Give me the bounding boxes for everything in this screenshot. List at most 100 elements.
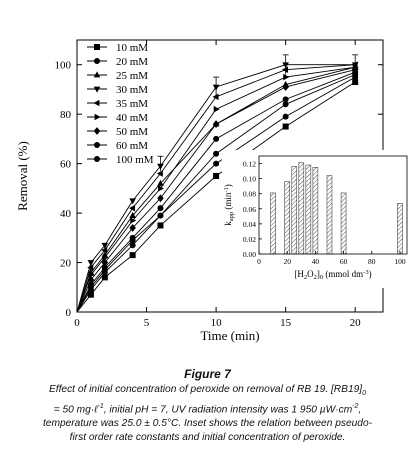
main-y-axis-label: Removal (%) [15,141,30,211]
legend-entry: 20 mM [87,56,148,68]
data-point [102,254,109,261]
inset-x-tick-label: 80 [368,257,376,266]
inset-bar [284,181,290,255]
data-point [157,222,164,229]
series-line [76,74,356,313]
caption-line-1-sub: 0 [362,390,367,398]
legend-label: 60 mM [116,140,148,152]
figure-caption-title: Figure 7 [184,367,231,381]
data-point [129,242,136,249]
legend-marker [93,86,101,93]
legend-marker [94,44,100,50]
series-10-mm [76,79,359,313]
inset-y-ticks: 0.00 0.02 0.04 0.06 0.08 0.10 0.12 [243,160,262,259]
legend-label: 35 mM [116,98,148,110]
inset-x-tick-label: 0 [257,257,261,266]
caption-line-2b: , initial pH = 7, UV radiation intensity… [103,404,353,416]
inset-x-tick-label: 20 [283,257,291,266]
legend-marker [94,113,101,121]
legend-entry: 25 mM [87,70,148,82]
data-point [88,271,95,279]
data-point [101,242,109,249]
series-line [76,66,356,313]
inset-bar [397,203,403,255]
inset-bar [312,167,319,255]
main-x-tick-label: 0 [74,317,80,329]
caption-line-4: first order rate constants and initial c… [69,431,346,443]
series-line [76,69,356,313]
figure-caption-body: Effect of initial concentration of perox… [6,383,409,444]
legend-entry: 30 mM [87,84,148,96]
data-point [213,150,220,157]
legend-entry: 35 mM [87,98,148,110]
inset-bar [298,162,305,255]
inset-x-ticks: 0 20 40 60 80 100 [257,251,406,266]
caption-line-2b-sup: -2 [352,403,359,411]
main-y-tick-label: 80 [60,109,72,121]
caption-line-2c: , [358,404,362,416]
legend-label: 30 mM [116,84,148,96]
data-point [101,246,108,254]
caption-line-3: temperature was 25.0 ± 0.5°C. Inset show… [42,418,373,430]
data-point [282,123,289,130]
inset-y-tick-label: 0.06 [243,205,256,214]
caption-line-2-sup: -1 [97,403,104,411]
legend-label: 10 mM [116,42,148,54]
legend-entry: 40 mM [87,112,148,124]
inset-bar [305,164,312,255]
inset-x-tick-label: 40 [312,257,320,266]
legend-marker [94,58,100,64]
inset-y-tick-label: 0.12 [243,160,256,169]
data-point [212,120,220,128]
figure-7-chart: 0 20 40 60 80 100 0 5 10 15 20 10 mM 20 mM 25 mM 30 … [15,39,412,343]
legend-marker [93,127,101,135]
data-point [283,73,290,81]
data-point [158,185,165,192]
inset-y-tick-label: 0.02 [243,235,256,244]
main-series-group [76,54,359,313]
data-point [156,170,163,177]
main-x-tick-label: 20 [350,317,362,329]
removal-vs-time-plot: 0 20 40 60 80 100 0 5 10 15 20 10 mM 20 mM 25 mM 30 … [15,39,384,343]
data-point [157,179,164,186]
data-point [129,198,136,205]
legend-label: 100 mM [116,154,154,166]
legend-entry: 50 mM [87,126,148,138]
data-point [87,275,95,284]
main-x-tick-label: 15 [280,317,292,329]
inset-bars-group [270,162,403,255]
kapp-inset-plot: 0.00 0.02 0.04 0.06 0.08 0.10 0.12 0 20 40 60 80 10… [222,150,412,288]
inset-y-axis-label: kapp (min-1) [223,184,235,226]
data-point [129,211,136,218]
data-point [213,173,220,179]
data-point [87,260,95,267]
data-point [352,79,359,86]
legend-marker [93,99,100,107]
inset-bar [340,192,347,255]
legend-entry: 100 mM [87,154,154,166]
data-point [213,135,220,142]
inset-x-tick-label: 100 [394,257,406,266]
main-y-tick-label: 60 [60,159,72,171]
main-legend: 10 mM 20 mM 25 mM 30 mM 35 mM 40 mM 50 mM 60 mM… [87,42,154,166]
main-x-axis-label: Time (min) [200,328,259,343]
inset-y-tick-label: 0.04 [243,220,256,229]
data-point [213,160,220,167]
main-x-tick-label: 10 [211,317,223,329]
data-point [101,274,108,281]
main-x-tick-label: 5 [144,317,150,329]
main-x-ticks: 0 5 10 15 20 [74,40,361,329]
data-point [129,237,136,244]
data-point [213,105,220,113]
inset-y-tick-label: 0.10 [243,175,256,184]
main-y-tick-label: 40 [60,208,72,220]
main-y-tick-label: 0 [66,307,72,319]
inset-bar [270,192,276,255]
data-point [282,66,289,73]
legend-marker [94,142,100,148]
series-line [76,71,356,313]
legend-label: 25 mM [116,70,148,82]
legend-entry: 60 mM [87,140,148,152]
data-point [87,284,94,291]
inset-y-tick-label: 0.00 [243,250,256,259]
